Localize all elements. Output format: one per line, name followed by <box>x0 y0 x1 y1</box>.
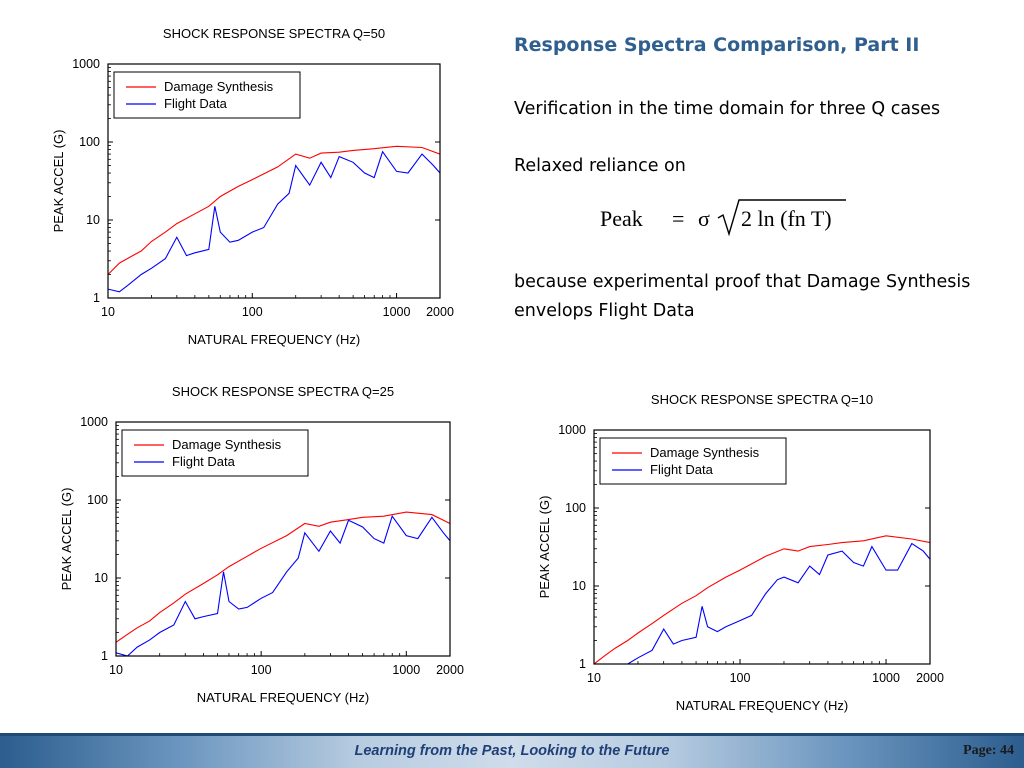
relaxed-reliance-text: Relaxed reliance on <box>514 156 686 176</box>
x-tick-label: 10 <box>101 305 115 319</box>
x-tick-label: 2000 <box>436 663 464 677</box>
plot-frame <box>593 429 931 665</box>
y-tick-label: 1000 <box>558 423 586 437</box>
x-tick-label: 2000 <box>916 671 944 685</box>
plot-frame <box>115 421 451 657</box>
x-axis-label: NATURAL FREQUENCY (Hz) <box>188 332 360 347</box>
legend-box <box>113 71 301 119</box>
slide-title: Response Spectra Comparison, Part II <box>514 34 920 56</box>
y-tick-label: 100 <box>87 493 108 507</box>
series-line-flight-data <box>116 514 450 656</box>
series-line-flight-data <box>108 150 440 293</box>
y-tick-label: 1000 <box>80 415 108 429</box>
chart-title: SHOCK RESPONSE SPECTRA Q=10 <box>651 392 873 407</box>
footer-bar <box>0 733 1024 768</box>
y-tick-label: 100 <box>79 135 100 149</box>
plot-frame <box>107 63 441 299</box>
y-tick-label: 1000 <box>72 57 100 71</box>
x-tick-label: 1000 <box>872 671 900 685</box>
y-tick-label: 10 <box>94 571 108 585</box>
peak-formula: Peak = σ 2 ln (fn T) <box>600 199 846 237</box>
x-tick-label: 100 <box>242 305 263 319</box>
x-tick-label: 1000 <box>392 663 420 677</box>
formula-sigma: σ <box>698 206 710 231</box>
legend-label: Damage Synthesis <box>164 79 274 94</box>
y-tick-label: 100 <box>565 501 586 515</box>
legend-label: Damage Synthesis <box>650 445 760 460</box>
legend-label: Flight Data <box>172 454 236 469</box>
radical-sign <box>717 199 846 237</box>
x-tick-label: 1000 <box>383 305 411 319</box>
legend-label: Flight Data <box>650 462 714 477</box>
series-line-damage-synthesis <box>594 535 930 664</box>
formula-radicand: 2 ln (fn T) <box>741 206 832 231</box>
series-line-damage-synthesis <box>108 145 440 275</box>
x-tick-label: 100 <box>251 663 272 677</box>
x-tick-label: 2000 <box>426 305 454 319</box>
x-tick-label: 10 <box>587 671 601 685</box>
y-tick-label: 10 <box>86 213 100 227</box>
legend-box <box>599 437 787 485</box>
formula-equals: = <box>672 206 684 231</box>
y-tick-label: 1 <box>101 649 108 663</box>
y-axis-label: PEAK ACCEL (G) <box>59 488 74 591</box>
y-axis-label: PEAK ACCEL (G) <box>537 496 552 599</box>
y-axis-label: PEAK ACCEL (G) <box>51 130 66 233</box>
chart-title: SHOCK RESPONSE SPECTRA Q=50 <box>163 26 385 41</box>
series-line-flight-data <box>623 542 930 664</box>
series-line-damage-synthesis <box>116 511 450 643</box>
x-tick-label: 10 <box>109 663 123 677</box>
y-tick-label: 1 <box>579 657 586 671</box>
x-axis-label: NATURAL FREQUENCY (Hz) <box>676 698 848 713</box>
footer-divider <box>0 733 1024 736</box>
legend-label: Damage Synthesis <box>172 437 282 452</box>
verification-text: Verification in the time domain for thre… <box>514 99 941 119</box>
legend-box <box>121 429 309 477</box>
footer-title: Learning from the Past, Looking to the F… <box>354 743 670 759</box>
formula-peak: Peak <box>600 206 643 231</box>
y-tick-label: 10 <box>572 579 586 593</box>
experimental-proof-text: because experimental proof that Damage S… <box>514 272 971 321</box>
page-number: Page: 44 <box>963 743 1014 758</box>
x-axis-label: NATURAL FREQUENCY (Hz) <box>197 690 369 705</box>
y-tick-label: 1 <box>93 291 100 305</box>
legend-label: Flight Data <box>164 96 228 111</box>
chart-title: SHOCK RESPONSE SPECTRA Q=25 <box>172 384 394 399</box>
x-tick-label: 100 <box>730 671 751 685</box>
